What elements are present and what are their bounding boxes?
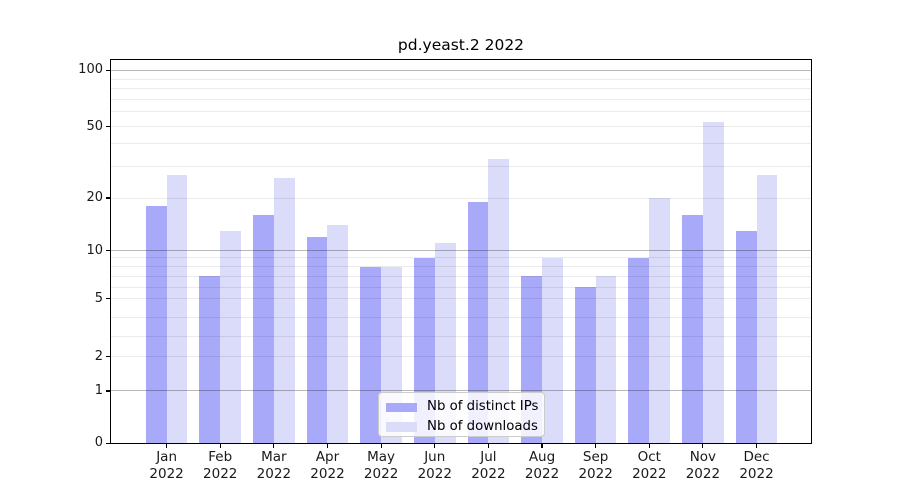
- y-tick-label: 2: [94, 348, 103, 364]
- y-tick-label: 10: [86, 242, 103, 258]
- x-tick-label: Aug 2022: [524, 449, 560, 483]
- x-tick-label: Oct 2022: [632, 449, 667, 483]
- y-tick-label: 20: [86, 190, 103, 205]
- plot-border: [109, 58, 812, 445]
- x-tick-label: Sep 2022: [578, 449, 613, 483]
- x-tick-label: Nov 2022: [685, 449, 721, 483]
- x-tick-label: Dec 2022: [739, 449, 774, 483]
- y-tick-label: 50: [86, 118, 103, 134]
- y-tick-label: 100: [78, 62, 103, 78]
- x-tick-label: Jan 2022: [149, 449, 184, 483]
- x-tick-label: Jun 2022: [417, 449, 452, 483]
- x-tick-label: Feb 2022: [203, 449, 238, 483]
- y-tick-label: 1: [94, 383, 103, 398]
- y-tick-label: 0: [94, 435, 103, 451]
- x-tick-label: Mar 2022: [256, 449, 292, 483]
- x-tick-label: Apr 2022: [310, 449, 345, 483]
- y-tick-label: 5: [94, 290, 103, 306]
- x-tick-label: May 2022: [363, 449, 399, 483]
- x-tick-label: Jul 2022: [471, 449, 506, 483]
- chart-title: pd.yeast.2 2022: [397, 36, 525, 54]
